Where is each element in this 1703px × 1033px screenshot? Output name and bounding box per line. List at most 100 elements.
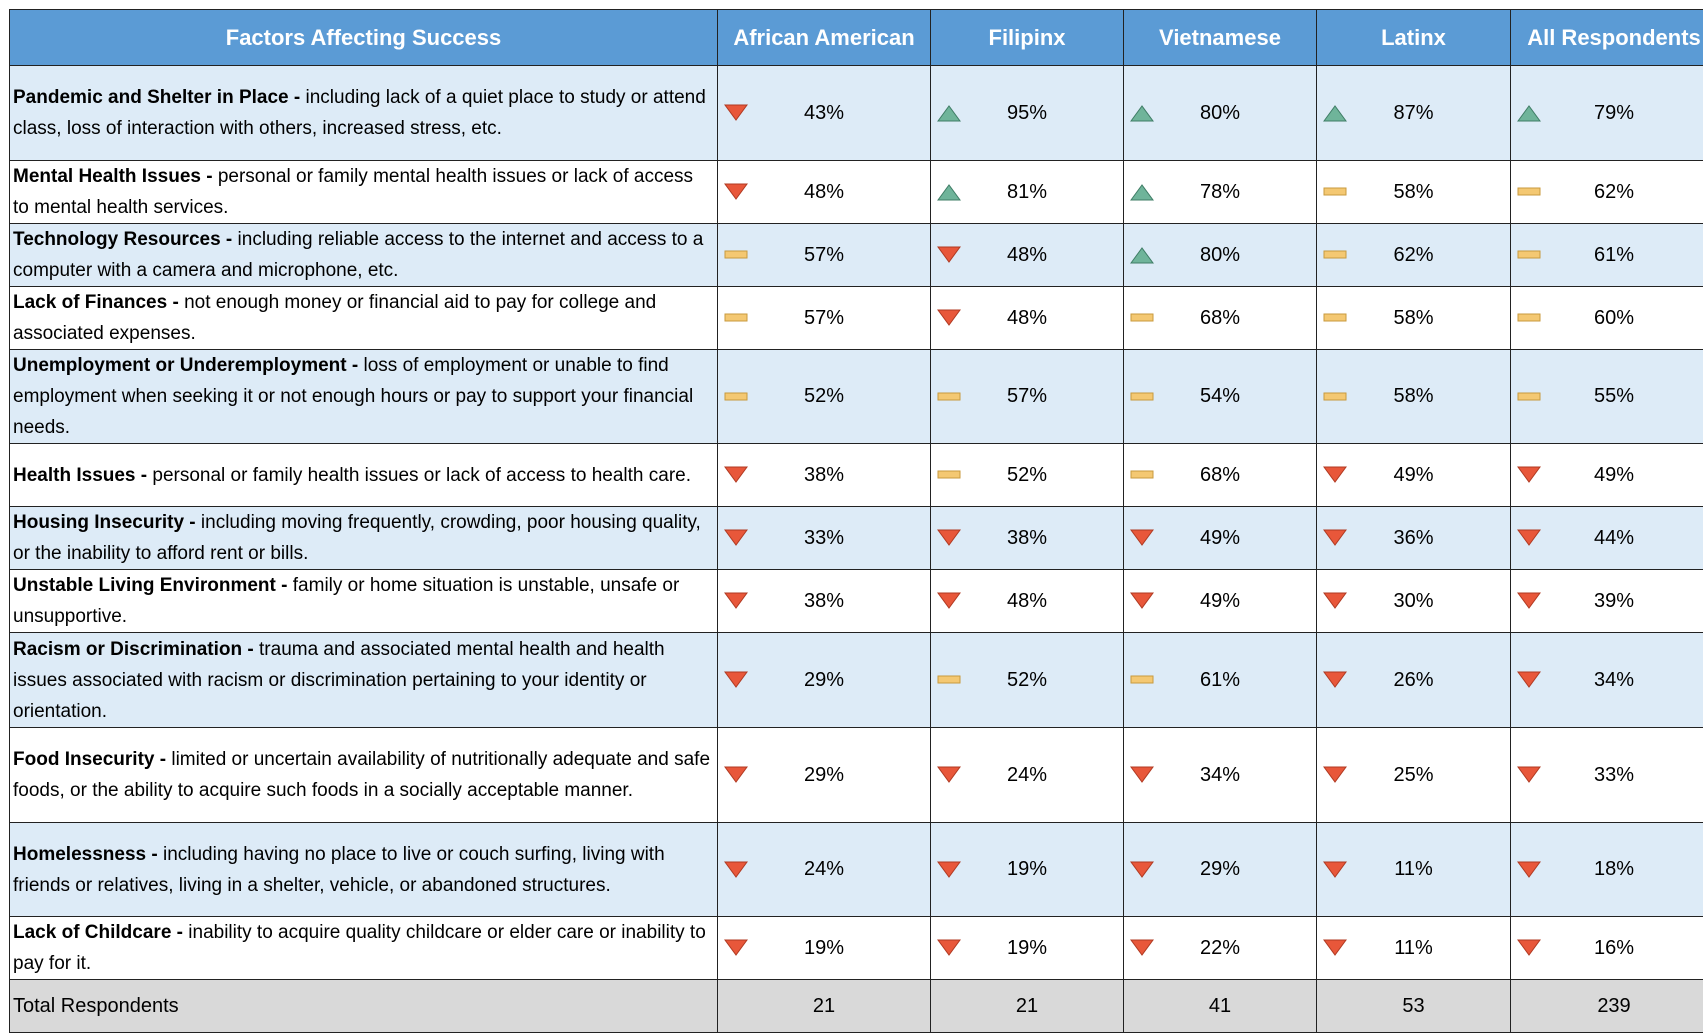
- trend-icon-down: [935, 524, 963, 552]
- percent-value: 48%: [1007, 590, 1047, 612]
- percent-value: 62%: [1594, 181, 1634, 203]
- factor-cell: Lack of Childcare - inability to acquire…: [10, 917, 718, 980]
- value-cell: 62%: [1317, 224, 1511, 287]
- value-cell: 16%: [1511, 917, 1703, 980]
- trend-icon-flat: [1321, 383, 1349, 411]
- table-row: Racism or Discrimination - trauma and as…: [10, 633, 1703, 728]
- factor-cell: Unemployment or Underemployment - loss o…: [10, 350, 718, 444]
- percent-value: 60%: [1594, 307, 1634, 329]
- percent-value: 95%: [1007, 102, 1047, 124]
- factor-cell: Mental Health Issues - personal or famil…: [10, 161, 718, 224]
- value-cell: 33%: [718, 507, 931, 570]
- percent-value: 22%: [1200, 937, 1240, 959]
- trend-icon-down: [1515, 524, 1543, 552]
- total-value: 21: [813, 995, 835, 1017]
- percent-value: 38%: [804, 464, 844, 486]
- value-cell: 49%: [1511, 444, 1703, 507]
- trend-icon-down: [1321, 856, 1349, 884]
- trend-icon-down: [935, 304, 963, 332]
- trend-icon-down: [1128, 524, 1156, 552]
- total-cell: 239: [1511, 980, 1703, 1033]
- trend-icon-down: [1515, 934, 1543, 962]
- percent-value: 25%: [1393, 764, 1433, 786]
- percent-value: 62%: [1393, 244, 1433, 266]
- value-cell: 58%: [1317, 350, 1511, 444]
- factor-cell: Housing Insecurity - including moving fr…: [10, 507, 718, 570]
- trend-icon-down: [1128, 761, 1156, 789]
- value-cell: 43%: [718, 66, 931, 161]
- percent-value: 49%: [1200, 590, 1240, 612]
- value-cell: 80%: [1124, 224, 1317, 287]
- percent-value: 79%: [1594, 102, 1634, 124]
- value-cell: 54%: [1124, 350, 1317, 444]
- value-cell: 29%: [718, 633, 931, 728]
- value-cell: 11%: [1317, 917, 1511, 980]
- percent-value: 18%: [1594, 858, 1634, 880]
- trend-icon-up: [1128, 99, 1156, 127]
- trend-icon-down: [722, 178, 750, 206]
- trend-icon-down: [935, 934, 963, 962]
- trend-icon-up: [935, 178, 963, 206]
- percent-value: 38%: [1007, 527, 1047, 549]
- trend-icon-down: [935, 587, 963, 615]
- percent-value: 30%: [1393, 590, 1433, 612]
- value-cell: 18%: [1511, 823, 1703, 917]
- trend-icon-flat: [1128, 304, 1156, 332]
- value-cell: 48%: [931, 287, 1124, 350]
- value-cell: 29%: [1124, 823, 1317, 917]
- trend-icon-flat: [1321, 241, 1349, 269]
- percent-value: 68%: [1200, 464, 1240, 486]
- percent-value: 55%: [1594, 385, 1634, 407]
- trend-icon-flat: [1128, 383, 1156, 411]
- percent-value: 49%: [1594, 464, 1634, 486]
- total-cell: 41: [1124, 980, 1317, 1033]
- percent-value: 80%: [1200, 244, 1240, 266]
- percent-value: 24%: [1007, 764, 1047, 786]
- value-cell: 24%: [931, 728, 1124, 823]
- value-cell: 58%: [1317, 161, 1511, 224]
- percent-value: 29%: [804, 669, 844, 691]
- percent-value: 58%: [1393, 385, 1433, 407]
- table-row: Housing Insecurity - including moving fr…: [10, 507, 1703, 570]
- trend-icon-down: [1128, 587, 1156, 615]
- value-cell: 19%: [931, 823, 1124, 917]
- factor-name: Housing Insecurity -: [13, 512, 196, 533]
- table-row: Technology Resources - including reliabl…: [10, 224, 1703, 287]
- value-cell: 29%: [718, 728, 931, 823]
- value-cell: 48%: [931, 570, 1124, 633]
- percent-value: 24%: [804, 858, 844, 880]
- trend-icon-down: [1515, 761, 1543, 789]
- column-header: Filipinx: [931, 10, 1124, 66]
- total-value: 21: [1016, 995, 1038, 1017]
- trend-icon-down: [1128, 856, 1156, 884]
- percent-value: 52%: [1007, 464, 1047, 486]
- value-cell: 39%: [1511, 570, 1703, 633]
- value-cell: 52%: [931, 444, 1124, 507]
- value-cell: 48%: [718, 161, 931, 224]
- table-row: Mental Health Issues - personal or famil…: [10, 161, 1703, 224]
- percent-value: 78%: [1200, 181, 1240, 203]
- value-cell: 38%: [931, 507, 1124, 570]
- factor-cell: Racism or Discrimination - trauma and as…: [10, 633, 718, 728]
- value-cell: 57%: [931, 350, 1124, 444]
- trend-icon-flat: [1515, 178, 1543, 206]
- percent-value: 39%: [1594, 590, 1634, 612]
- trend-icon-flat: [1128, 666, 1156, 694]
- column-header: Factors Affecting Success: [10, 10, 718, 66]
- percent-value: 52%: [1007, 669, 1047, 691]
- trend-icon-up: [1515, 99, 1543, 127]
- value-cell: 38%: [718, 570, 931, 633]
- trend-icon-down: [935, 241, 963, 269]
- total-value: 239: [1597, 995, 1630, 1017]
- percent-value: 48%: [1007, 307, 1047, 329]
- percent-value: 81%: [1007, 181, 1047, 203]
- table-row: Health Issues - personal or family healt…: [10, 444, 1703, 507]
- value-cell: 95%: [931, 66, 1124, 161]
- trend-icon-down: [1321, 524, 1349, 552]
- value-cell: 60%: [1511, 287, 1703, 350]
- percent-value: 19%: [804, 937, 844, 959]
- factor-name: Lack of Finances -: [13, 292, 179, 313]
- trend-icon-down: [1321, 587, 1349, 615]
- trend-icon-down: [1515, 856, 1543, 884]
